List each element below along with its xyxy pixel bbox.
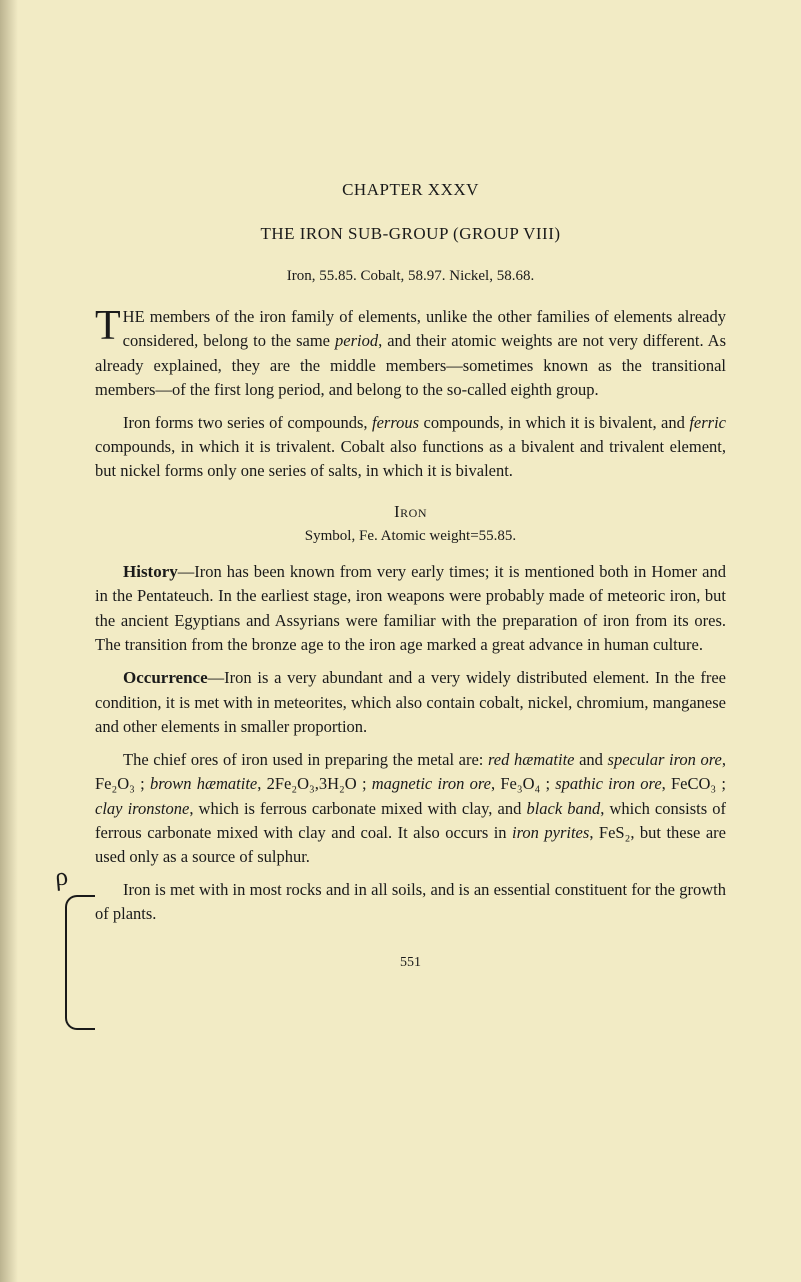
occurrence-heading: Occurrence xyxy=(123,668,208,687)
occurrence-paragraph-1: Occurrence—Iron is a very abundant and a… xyxy=(95,665,726,739)
dropcap: T xyxy=(95,308,121,345)
metals-weights-line: Iron, 55.85. Cobalt, 58.97. Nickel, 58.6… xyxy=(95,268,726,285)
occ-p2-iron-pyrites: iron pyrites xyxy=(512,823,589,842)
occ-p2-clay-ironstone: clay ironstone xyxy=(95,799,189,818)
intro-p2-text-a: Iron forms two series of compounds, xyxy=(123,413,372,432)
intro-p2-italic-ferrous: ferrous xyxy=(372,413,419,432)
intro-p2-text-b: compounds, in which it is bivalent, and xyxy=(419,413,689,432)
occ-p2-specular: specular iron ore xyxy=(608,750,722,769)
intro-paragraph-1: THE members of the iron family of elemen… xyxy=(95,305,726,403)
history-heading: History xyxy=(123,562,178,581)
occ-p2-b: and xyxy=(575,750,608,769)
chapter-title: THE IRON SUB-GROUP (GROUP VIII) xyxy=(95,224,726,244)
intro-p2-text-c: compounds, in which it is trivalent. Cob… xyxy=(95,437,726,480)
chapter-heading: CHAPTER XXXV xyxy=(95,180,726,200)
occ-p2-f: , FeCO₃ ; xyxy=(662,774,726,793)
history-text: —Iron has been known from very early tim… xyxy=(95,562,726,654)
occ-p2-brown-haematite: brown hæmatite xyxy=(150,774,257,793)
occurrence-paragraph-3: Iron is met with in most rocks and in al… xyxy=(95,878,726,927)
occ-p2-a: The chief ores of iron used in preparing… xyxy=(123,750,488,769)
page-number: 551 xyxy=(95,955,726,971)
occ-p2-magnetic: magnetic iron ore xyxy=(372,774,491,793)
iron-symbol-line: Symbol, Fe. Atomic weight=55.85. xyxy=(95,528,726,545)
history-paragraph: History—Iron has been known from very ea… xyxy=(95,559,726,658)
iron-section-heading: Iron xyxy=(95,502,726,522)
occ-p2-red-haematite: red hæmatite xyxy=(488,750,575,769)
occ-p2-g: , which is ferrous carbonate mixed with … xyxy=(189,799,526,818)
page-content: CHAPTER XXXV THE IRON SUB-GROUP (GROUP V… xyxy=(0,0,801,1011)
occ-p2-spathic: spathic iron ore xyxy=(555,774,661,793)
occ-p2-e: , Fe₃O₄ ; xyxy=(491,774,555,793)
intro-paragraph-2: Iron forms two series of compounds, ferr… xyxy=(95,411,726,484)
margin-annotation: ρ xyxy=(54,861,70,892)
occ-p2-d: , 2Fe₂O₃,3H₂O ; xyxy=(257,774,372,793)
occurrence-paragraph-2: The chief ores of iron used in preparing… xyxy=(95,748,726,870)
occ-p2-black-band: black band xyxy=(526,799,600,818)
intro-p2-italic-ferric: ferric xyxy=(689,413,726,432)
intro-p1-italic-period: period xyxy=(335,331,378,350)
occ-p3-text: Iron is met with in most rocks and in al… xyxy=(95,880,726,923)
margin-bracket xyxy=(65,895,95,1030)
